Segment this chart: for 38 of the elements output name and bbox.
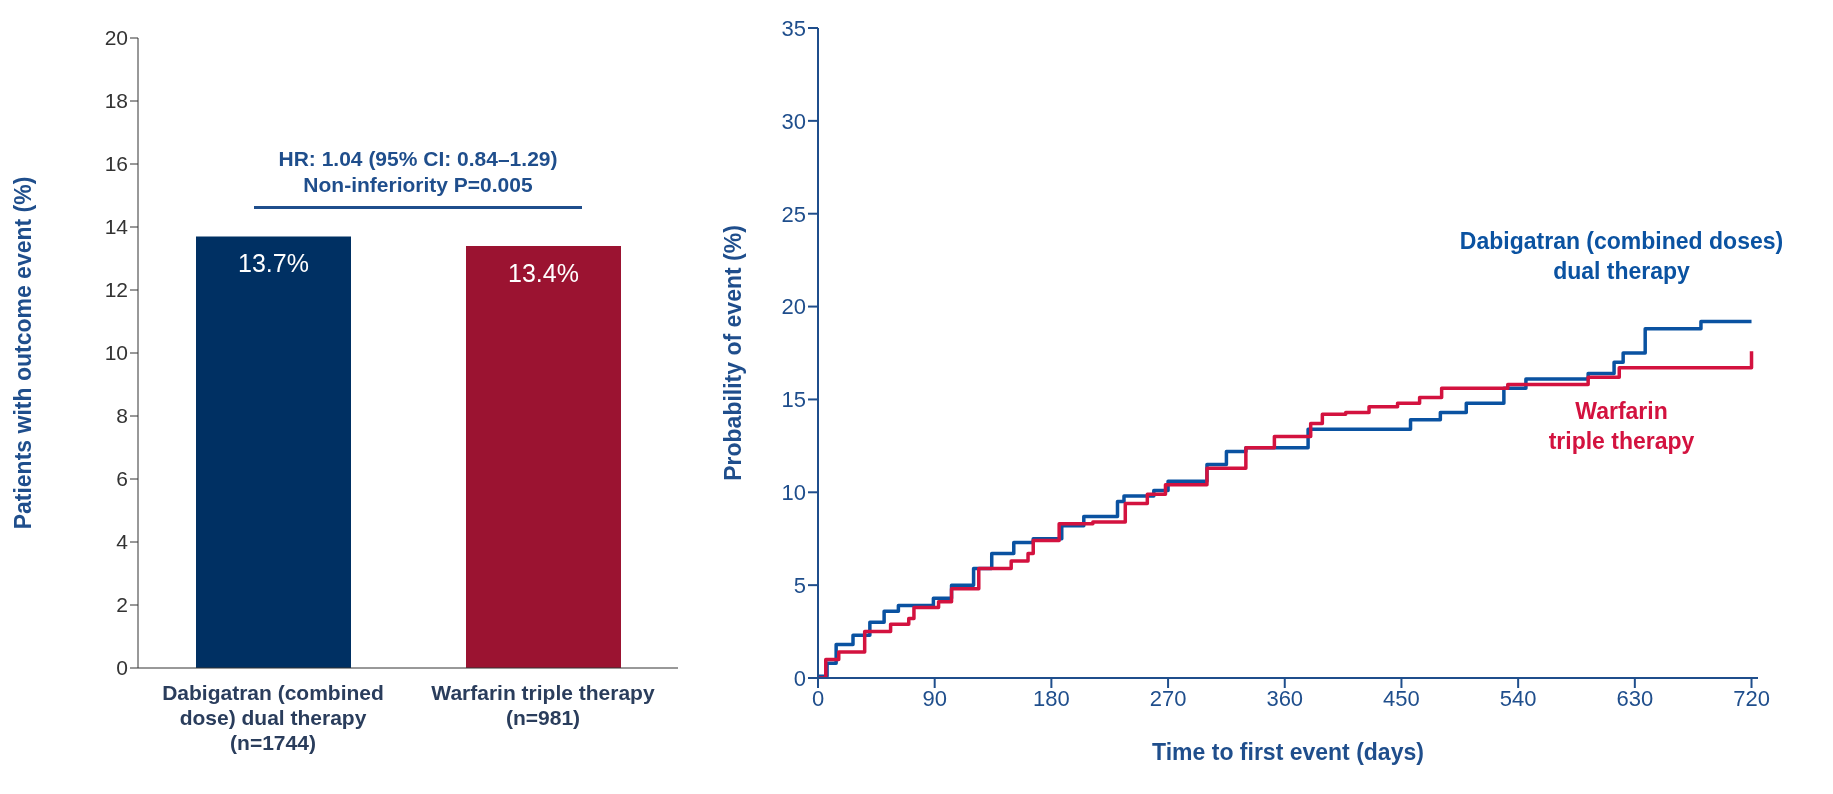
y-tick-label: 0: [793, 665, 806, 691]
x-tick-label: Dabigatran (combined dose) dual therapy (n=1744): [162, 681, 384, 754]
x-tick-label: 0: [811, 685, 825, 711]
x-tick-label: 360: [1266, 685, 1304, 711]
y-axis-title: Probability of event (%): [720, 225, 747, 481]
y-tick-label: 8: [116, 404, 128, 428]
y-tick-label: 25: [781, 201, 806, 227]
x-tick-label: 630: [1616, 685, 1654, 711]
text: Dabigatran (combined doses) dual therapy: [1458, 227, 1785, 287]
y-tick-label: 5: [793, 572, 806, 598]
y-axis-title: Patients with outcome event (%): [10, 176, 37, 530]
y-tick-label: 6: [116, 467, 128, 491]
data-label: 13.4%: [508, 258, 579, 287]
y-tick-label: 10: [104, 341, 128, 365]
y-tick-label: 0: [116, 656, 128, 680]
y-tick-label: 18: [104, 89, 128, 113]
x-tick-label: 450: [1383, 685, 1420, 711]
x-tick-label: 540: [1499, 685, 1537, 711]
series-label: Warfarin triple therapy: [1547, 397, 1696, 457]
x-tick-label: 90: [922, 685, 947, 711]
y-tick-label: 12: [104, 278, 128, 302]
x-tick-label: 180: [1033, 685, 1070, 711]
y-tick-label: 35: [781, 15, 806, 41]
data-label: 13.7%: [238, 249, 309, 278]
annotation: HR: 1.04 (95% CI: 0.84–1.29) Non-inferiority P=0.005: [277, 146, 559, 199]
x-tick-label: 720: [1733, 685, 1770, 711]
y-tick-label: 2: [116, 593, 128, 617]
y-tick-label: 16: [104, 152, 128, 176]
y-tick-label: 20: [104, 26, 128, 50]
y-tick-label: 14: [104, 215, 129, 239]
y-tick-label: 10: [781, 480, 806, 506]
x-tick-label: Warfarin triple therapy (n=981): [431, 681, 655, 729]
y-tick-label: 30: [781, 108, 806, 134]
y-tick-label: 20: [781, 294, 806, 320]
x-axis-title: Time to first event (days): [1152, 739, 1424, 765]
y-tick-label: 4: [116, 530, 129, 554]
y-tick-label: 15: [781, 387, 806, 413]
x-tick-label: 270: [1149, 685, 1187, 711]
